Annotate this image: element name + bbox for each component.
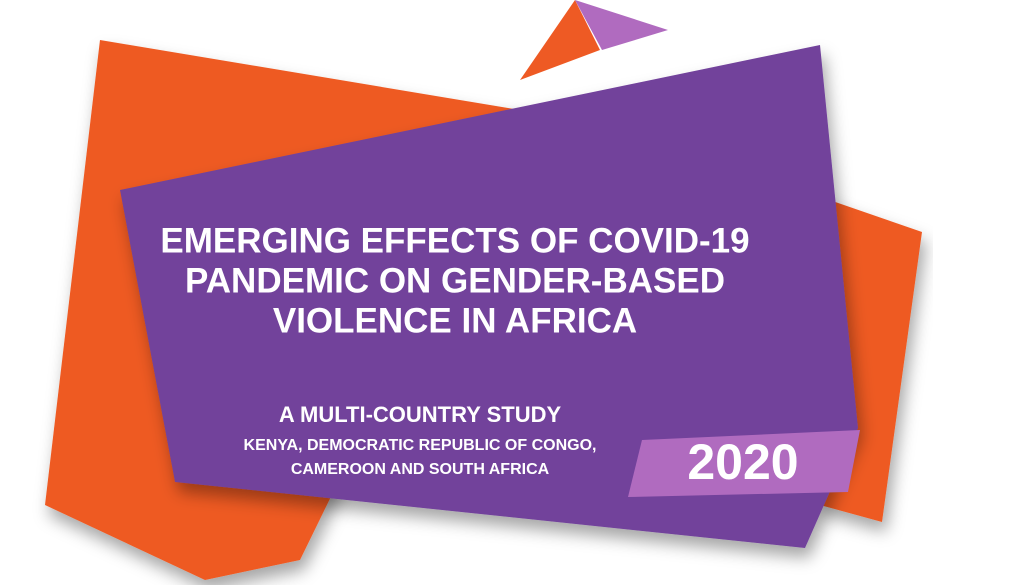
countries-line: KENYA, DEMOCRATIC REPUBLIC OF CONGO, [244, 437, 597, 454]
title-line: PANDEMIC ON GENDER-BASED [185, 261, 725, 300]
title: EMERGING EFFECTS OF COVID-19 PANDEMIC ON… [160, 221, 749, 340]
title-line: VIOLENCE IN AFRICA [273, 301, 637, 340]
orange-triangle [520, 0, 600, 80]
countries-line: CAMEROON AND SOUTH AFRICA [291, 461, 550, 478]
subtitle: A MULTI-COUNTRY STUDY [279, 402, 562, 427]
year-tab [628, 430, 860, 497]
purple-panel [120, 45, 858, 548]
title-line: EMERGING EFFECTS OF COVID-19 [160, 221, 749, 260]
year: 2020 [687, 434, 798, 490]
lilac-triangle [575, 0, 668, 50]
